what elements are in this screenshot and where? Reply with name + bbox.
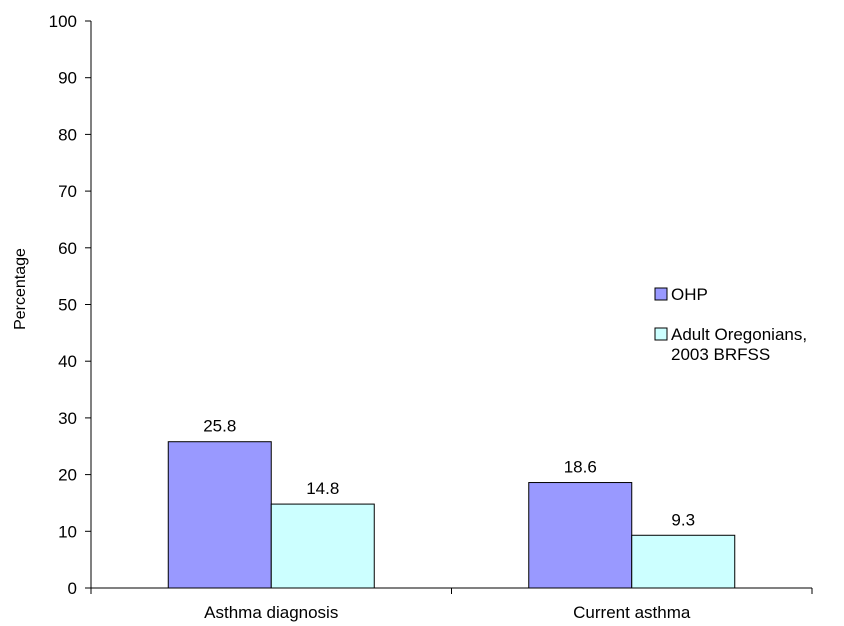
category-label: Current asthma (573, 603, 691, 622)
y-tick-label: 0 (68, 579, 77, 598)
legend-swatch (654, 287, 668, 301)
legend-label: OHP (671, 285, 708, 304)
bars (167, 441, 736, 589)
data-label: 14.8 (306, 479, 339, 498)
data-labels: 25.8 14.8 18.6 9.3 (203, 417, 695, 530)
y-tick-label: 30 (58, 409, 77, 428)
y-tick-label: 10 (58, 522, 77, 541)
bar (270, 503, 375, 589)
y-tick-label: 100 (49, 12, 77, 31)
y-tick-label: 70 (58, 182, 77, 201)
bar (528, 482, 633, 589)
data-label: 18.6 (564, 458, 597, 477)
bar (167, 441, 272, 589)
y-tick-label: 60 (58, 239, 77, 258)
y-tick-label: 80 (58, 125, 77, 144)
y-tick-label: 90 (58, 69, 77, 88)
y-axis-title: Percentage (12, 248, 29, 330)
y-tick-label: 20 (58, 466, 77, 485)
category-label: Asthma diagnosis (204, 603, 338, 622)
bar (631, 534, 736, 589)
category-labels: Asthma diagnosis Current asthma (204, 603, 691, 622)
data-label: 9.3 (671, 510, 695, 529)
data-label: 25.8 (203, 417, 236, 436)
y-ticks: 0 10 20 30 40 50 60 70 80 90 100 (49, 12, 91, 598)
legend: OHP Adult Oregonians, 2003 BRFSS (654, 285, 807, 364)
y-tick-label: 50 (58, 296, 77, 315)
y-tick-label: 40 (58, 352, 77, 371)
legend-swatch (654, 327, 668, 341)
legend-label: Adult Oregonians, 2003 BRFSS (671, 325, 807, 364)
